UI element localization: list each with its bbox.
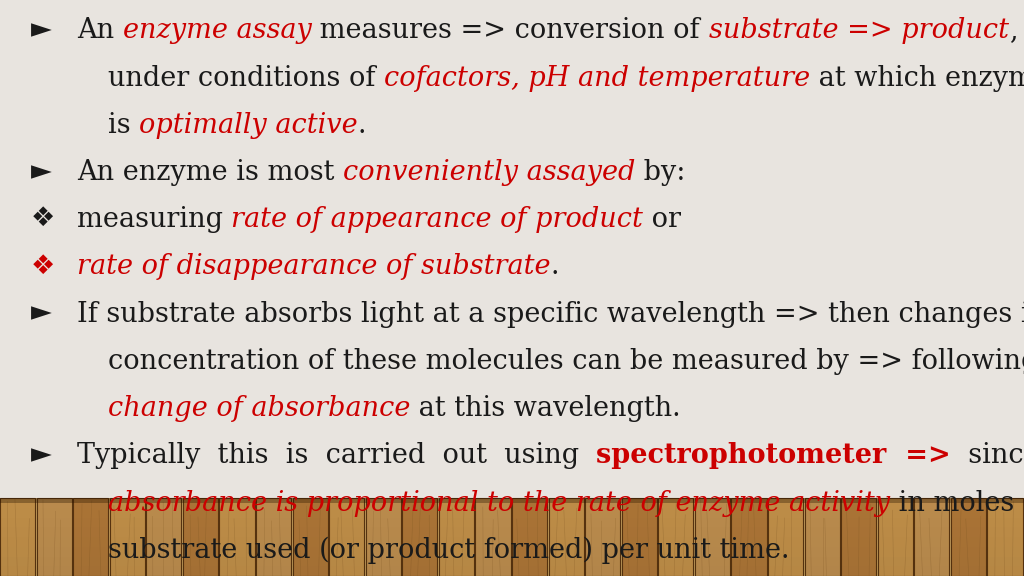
Bar (110, 498, 144, 576)
Text: An: An (77, 17, 123, 44)
Text: ►: ► (31, 159, 51, 185)
Text: by:: by: (635, 159, 685, 186)
Bar (37, 498, 72, 576)
Text: change of absorbance: change of absorbance (108, 395, 410, 422)
Text: An enzyme is most: An enzyme is most (77, 159, 343, 186)
Bar (219, 498, 255, 576)
Bar (805, 498, 840, 576)
Text: or: or (643, 206, 681, 233)
Text: at this wavelength.: at this wavelength. (410, 395, 681, 422)
Bar (951, 498, 986, 576)
Bar (658, 498, 693, 576)
Bar (695, 498, 730, 576)
Text: at which enzyme: at which enzyme (810, 65, 1024, 92)
Bar (914, 498, 949, 576)
Bar (987, 498, 1023, 576)
Bar (293, 498, 328, 576)
Text: since: since (951, 442, 1024, 469)
Bar (512, 498, 547, 576)
Text: spectrophotometer  =>: spectrophotometer => (596, 442, 951, 469)
Bar (256, 498, 291, 576)
Text: ,: , (1009, 17, 1017, 44)
Text: concentration of these molecules can be measured by => following: concentration of these molecules can be … (108, 348, 1024, 375)
Text: is: is (108, 112, 139, 139)
Bar (0, 556, 1024, 566)
Text: cofactors, pH and temperature: cofactors, pH and temperature (384, 65, 810, 92)
Bar (73, 498, 109, 576)
Text: ❖: ❖ (31, 253, 55, 279)
Bar (878, 498, 912, 576)
Bar (0, 498, 1024, 576)
Text: measuring: measuring (77, 206, 231, 233)
Text: substrate => product: substrate => product (709, 17, 1009, 44)
Text: ►: ► (31, 301, 51, 327)
Bar (622, 498, 656, 576)
Text: absorbance is proportional to the rate of enzyme activity: absorbance is proportional to the rate o… (108, 490, 890, 517)
Bar (841, 498, 877, 576)
Text: measures => conversion of: measures => conversion of (311, 17, 709, 44)
Text: rate of disappearance of substrate: rate of disappearance of substrate (77, 253, 550, 281)
Bar (0, 566, 1024, 576)
Bar (0, 518, 1024, 528)
Bar (731, 498, 767, 576)
Bar (0, 498, 35, 576)
Bar (475, 498, 511, 576)
Bar (0, 547, 1024, 556)
Bar (549, 498, 584, 576)
Bar (768, 498, 803, 576)
Bar (366, 498, 400, 576)
Text: If substrate absorbs light at a specific wavelength => then changes in: If substrate absorbs light at a specific… (77, 301, 1024, 328)
Text: ►: ► (31, 442, 51, 468)
Text: .: . (550, 253, 559, 281)
Text: conveniently assayed: conveniently assayed (343, 159, 635, 186)
Bar (0, 537, 1024, 547)
Text: .: . (357, 112, 366, 139)
Text: substrate used (or product formed) per unit time.: substrate used (or product formed) per u… (108, 537, 790, 564)
Bar (0, 498, 1024, 503)
Bar (0, 508, 1024, 518)
Bar (0, 498, 1024, 508)
Bar (329, 498, 365, 576)
Text: ►: ► (31, 17, 51, 43)
Text: ❖: ❖ (31, 206, 55, 232)
Bar (0, 528, 1024, 537)
Bar (146, 498, 181, 576)
Text: optimally active: optimally active (139, 112, 357, 139)
Text: in moles of: in moles of (890, 490, 1024, 517)
Text: rate of appearance of product: rate of appearance of product (231, 206, 643, 233)
Bar (402, 498, 437, 576)
Text: under conditions of: under conditions of (108, 65, 384, 92)
Text: enzyme assay: enzyme assay (123, 17, 311, 44)
Bar (183, 498, 218, 576)
Text: Typically  this  is  carried  out  using: Typically this is carried out using (77, 442, 596, 469)
Bar (439, 498, 474, 576)
Bar (585, 498, 621, 576)
